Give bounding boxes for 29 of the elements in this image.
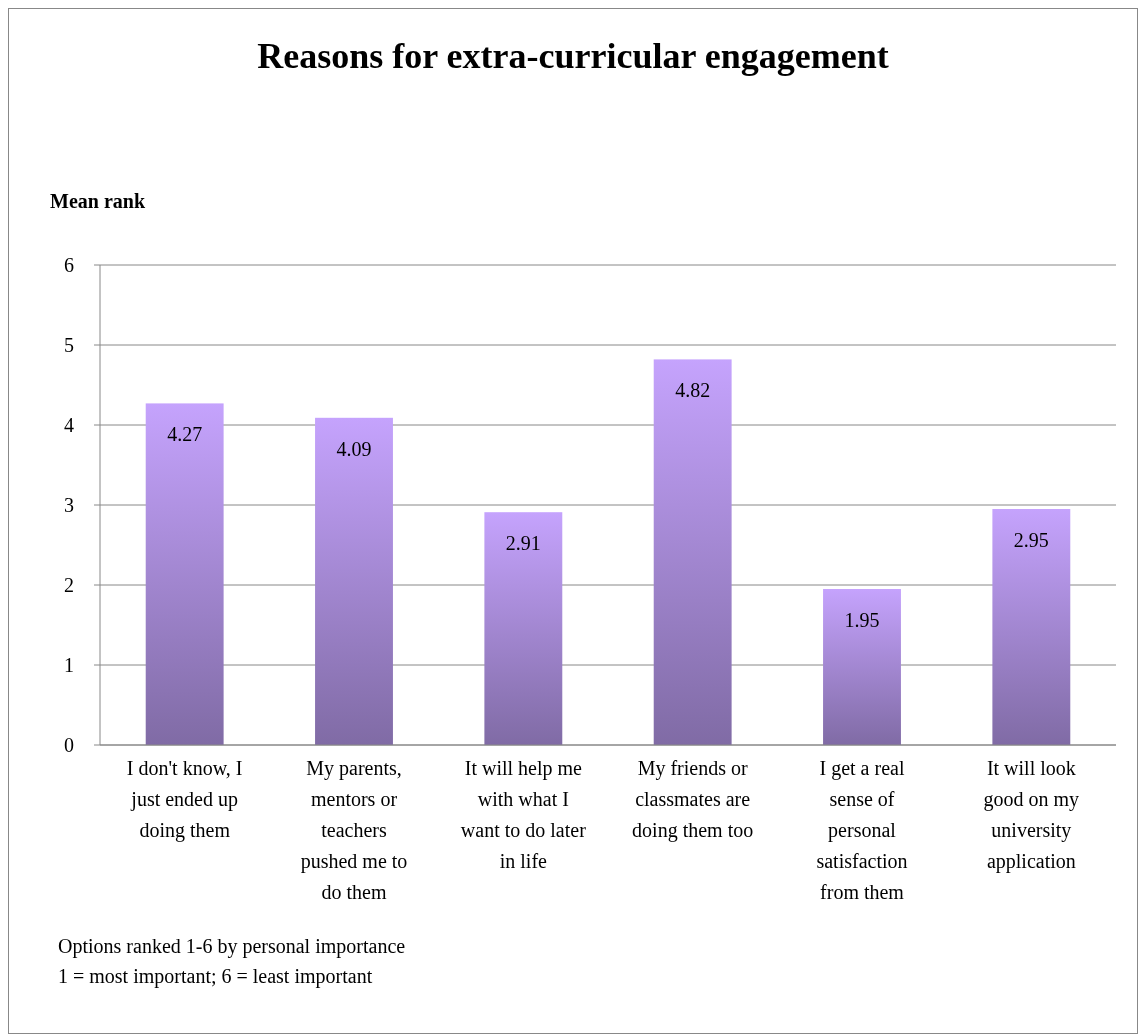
y-tick-label: 2 [64,574,74,596]
bar [653,359,732,745]
bar [315,417,393,745]
bar [992,509,1071,745]
y-tick-label: 4 [64,414,74,436]
data-label: 4.82 [675,379,711,402]
x-tick-label: I don't know, I just ended up doing them [126,757,243,842]
x-tick-label: My friends or classmates are doing them too [632,757,754,842]
y-tick-label: 1 [64,654,74,676]
data-label: 4.27 [167,423,203,446]
y-tick-label: 3 [64,494,74,516]
data-label: 1.95 [844,609,880,631]
y-tick-label: 0 [64,734,74,756]
chart-title: Reasons for extra-curricular engagement [257,36,889,76]
text: Options ranked 1-6 by personal importance [58,935,406,958]
y-tick-label: 6 [64,254,74,276]
text: 1 = most important; 6 = least important [58,965,373,988]
data-label: 2.95 [1013,529,1049,551]
bar [823,589,901,745]
data-label: 4.09 [336,437,372,460]
y-tick-label: 5 [64,334,74,356]
bar [145,403,224,745]
x-tick-label: My parents, mentors or teachers pushed me to do them [300,757,408,903]
x-tick-label: I get a real sense of personal satisfaction from them [816,757,908,903]
y-axis-title: Mean rank [50,190,146,212]
bar [484,512,563,745]
data-label: 2.91 [505,532,541,555]
x-tick-label: It will look good on my university application [983,757,1080,873]
x-tick-label: It will help me with what I want to do later in life [460,757,587,872]
